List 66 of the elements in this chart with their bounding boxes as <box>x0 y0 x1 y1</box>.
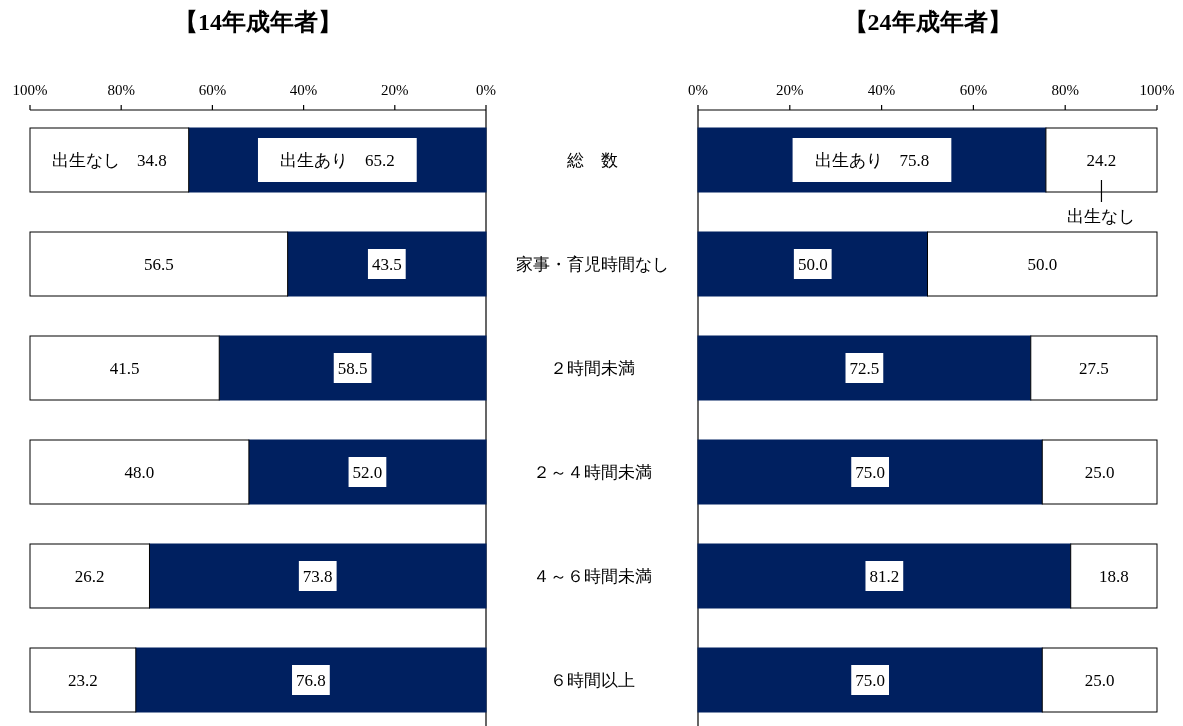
x-tick-label: 60% <box>198 82 227 98</box>
chart-title: 【24年成年者】 <box>843 9 1012 35</box>
y-tick-label: ２～４時間未満 <box>532 463 652 482</box>
x-tick-label: 100% <box>12 82 48 98</box>
data-label: 26.2 <box>74 567 105 586</box>
data-label: 72.5 <box>849 359 880 378</box>
bar <box>29 231 289 297</box>
data-label: 48.0 <box>124 463 155 482</box>
bar <box>29 335 220 401</box>
bar <box>697 231 928 297</box>
bar <box>29 439 250 505</box>
y-tick-label: ６時間以上 <box>549 671 635 690</box>
text: 出生あり 75.8 <box>814 151 930 170</box>
bar <box>1041 647 1158 713</box>
data-label: 75.0 <box>855 671 885 690</box>
text: 出生あり 65.2 <box>279 151 395 170</box>
data-label: 58.5 <box>337 359 368 378</box>
bar <box>697 543 1072 609</box>
data-label: 81.2 <box>869 567 900 586</box>
x-tick-label: 20% <box>776 82 804 98</box>
bar <box>135 647 487 713</box>
bar <box>697 439 1043 505</box>
data-label: 52.0 <box>352 463 383 482</box>
chart-title: 【14年成年者】 <box>174 9 342 35</box>
data-label: 23.2 <box>68 671 98 690</box>
bar <box>218 335 487 401</box>
x-tick-label: 40% <box>289 82 318 98</box>
data-label: 41.5 <box>109 359 140 378</box>
x-tick-label: 80% <box>1051 82 1079 98</box>
x-tick-label: 40% <box>867 82 896 98</box>
x-tick-label: 100% <box>1139 82 1175 98</box>
y-tick-label: ２時間未満 <box>549 359 635 378</box>
data-label: 25.0 <box>1084 671 1115 690</box>
bar <box>697 335 1032 401</box>
text: 出生なし 34.8 <box>51 151 167 170</box>
data-label: 75.0 <box>855 463 885 482</box>
data-label: 73.8 <box>302 567 333 586</box>
bar <box>248 439 487 505</box>
y-tick-label: 家事・育児時間なし <box>515 255 669 274</box>
bar <box>29 543 150 609</box>
bar <box>1041 439 1158 505</box>
data-label: 25.0 <box>1084 463 1115 482</box>
data-label: 27.5 <box>1079 359 1109 378</box>
x-tick-label: 80% <box>107 82 135 98</box>
bar <box>697 647 1043 713</box>
bar <box>148 543 487 609</box>
y-tick-label: ４～６時間未満 <box>532 567 652 586</box>
bar <box>1030 335 1158 401</box>
bar <box>29 647 137 713</box>
data-label: 24.2 <box>1086 151 1117 170</box>
x-tick-label: 0% <box>688 82 708 98</box>
x-tick-label: 0% <box>476 82 496 98</box>
data-label: 76.8 <box>296 671 326 690</box>
x-tick-label: 60% <box>959 82 988 98</box>
data-label: 50.0 <box>797 255 828 274</box>
data-label: 18.8 <box>1098 567 1129 586</box>
data-label: 43.5 <box>371 255 402 274</box>
legend-label: 出生なし <box>1067 207 1136 226</box>
data-label: 56.5 <box>143 255 174 274</box>
bar <box>1070 543 1158 609</box>
data-label: 50.0 <box>1027 255 1058 274</box>
bar <box>29 127 190 193</box>
bar <box>287 231 487 297</box>
bar <box>927 231 1158 297</box>
y-tick-label: 総 数 <box>565 151 618 170</box>
x-tick-label: 20% <box>381 82 409 98</box>
